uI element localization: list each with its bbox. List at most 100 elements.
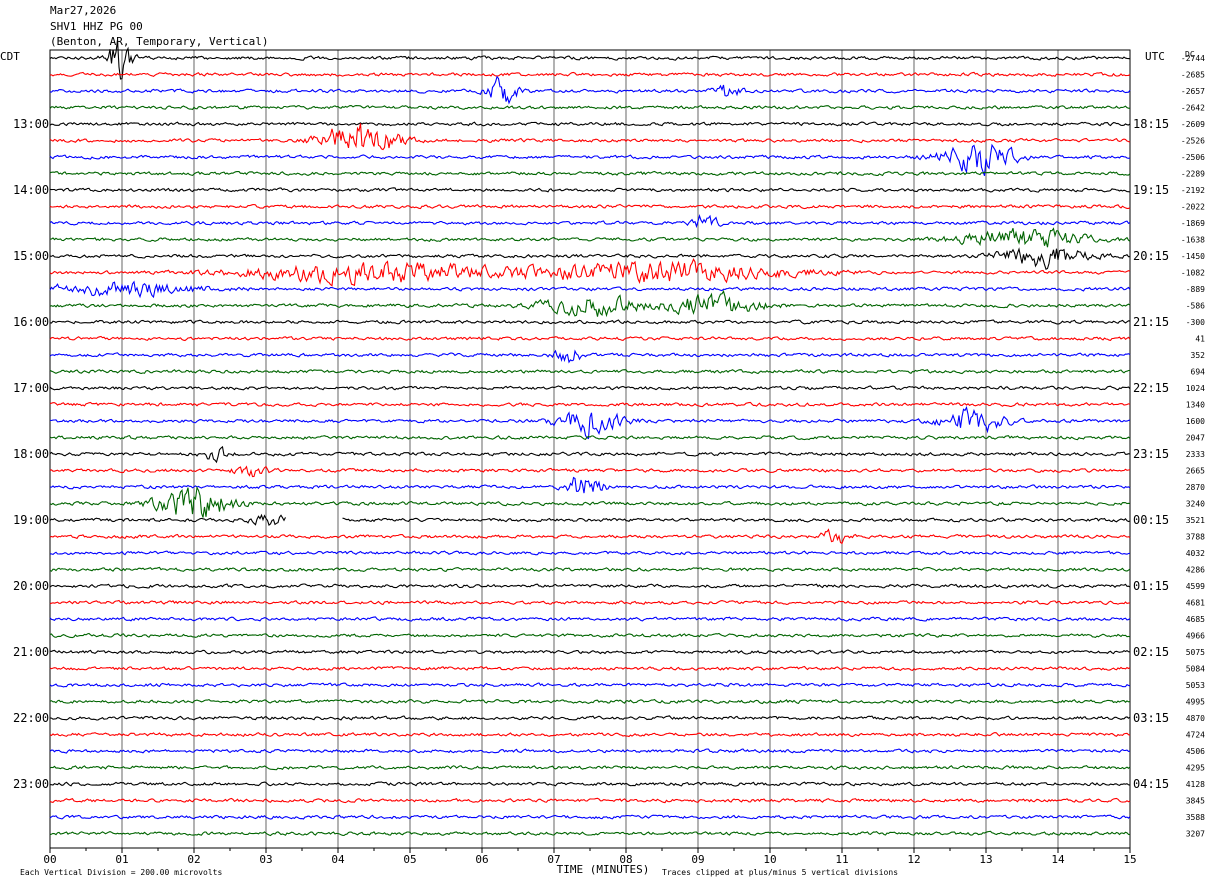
dc-offset-label: 3207 bbox=[1186, 830, 1205, 839]
dc-offset-label: -1082 bbox=[1181, 269, 1205, 278]
x-tick-label: 12 bbox=[907, 853, 920, 866]
utc-hour-label: 22:15 bbox=[1133, 381, 1169, 395]
dc-offset-label: -2526 bbox=[1181, 137, 1205, 146]
cdt-hour-label: 13:00 bbox=[13, 117, 49, 131]
x-tick-label: 06 bbox=[475, 853, 488, 866]
x-tick-label: 00 bbox=[43, 853, 56, 866]
trace-line-36 bbox=[49, 649, 1131, 655]
trace-line-41 bbox=[49, 732, 1131, 738]
dc-offset-label: -1869 bbox=[1181, 219, 1205, 228]
clip-note: Traces clipped at plus/minus 5 vertical … bbox=[662, 868, 898, 877]
dc-offset-label: 4506 bbox=[1186, 747, 1205, 756]
trace-line-44 bbox=[50, 781, 1131, 787]
trace-line-24 bbox=[49, 445, 1131, 464]
dc-offset-label: 4599 bbox=[1186, 582, 1205, 591]
trace-line-9 bbox=[49, 203, 1131, 210]
trace-line-17 bbox=[49, 335, 1131, 342]
utc-zone-label: UTC bbox=[1145, 50, 1165, 63]
trace-line-27 bbox=[49, 485, 1131, 518]
dc-offset-label: -1638 bbox=[1181, 236, 1205, 245]
dc-offset-label: 4681 bbox=[1186, 599, 1205, 608]
trace-line-0 bbox=[49, 39, 1131, 80]
utc-hour-label: 04:15 bbox=[1133, 777, 1169, 791]
cdt-hour-label: 15:00 bbox=[13, 249, 49, 263]
trace-line-37 bbox=[49, 665, 1131, 672]
dc-offset-label: 5075 bbox=[1186, 648, 1205, 657]
utc-hour-label: 01:15 bbox=[1133, 579, 1169, 593]
trace-line-26 bbox=[49, 476, 1131, 494]
dc-offset-label: -889 bbox=[1186, 285, 1205, 294]
dc-offset-label: -586 bbox=[1186, 302, 1205, 311]
utc-hour-label: 20:15 bbox=[1133, 249, 1169, 263]
trace-line-47 bbox=[49, 830, 1131, 837]
dc-offset-label: 4724 bbox=[1186, 731, 1205, 740]
trace-line-14 bbox=[49, 280, 1131, 299]
cdt-hour-label: 14:00 bbox=[13, 183, 49, 197]
dc-offset-label: -2609 bbox=[1181, 120, 1205, 129]
x-tick-label: 13 bbox=[979, 853, 992, 866]
x-tick-label: 04 bbox=[331, 853, 345, 866]
trace-line-11 bbox=[49, 227, 1131, 248]
trace-line-18 bbox=[49, 349, 1131, 364]
dc-offset-label: 1024 bbox=[1186, 384, 1205, 393]
cdt-hour-label: 17:00 bbox=[13, 381, 49, 395]
trace-line-5 bbox=[49, 123, 1131, 151]
cdt-hour-label: 23:00 bbox=[13, 777, 49, 791]
trace-line-32 bbox=[49, 583, 1131, 589]
dc-offset-label: 1340 bbox=[1186, 401, 1205, 410]
utc-hour-label: 23:15 bbox=[1133, 447, 1169, 461]
header-date: Mar27,2026 bbox=[50, 4, 117, 17]
dc-offset-label: 41 bbox=[1195, 335, 1205, 344]
trace-line-30 bbox=[49, 550, 1131, 556]
x-tick-label: 02 bbox=[187, 853, 200, 866]
trace-line-25 bbox=[49, 465, 1131, 478]
dc-offset-label: 4286 bbox=[1186, 566, 1205, 575]
trace-line-10 bbox=[49, 214, 1131, 229]
x-tick-label: 08 bbox=[619, 853, 632, 866]
dc-offset-label: -2657 bbox=[1181, 87, 1205, 96]
dc-offset-label: -2022 bbox=[1181, 203, 1205, 212]
utc-hour-label: 19:15 bbox=[1133, 183, 1169, 197]
x-tick-label: 09 bbox=[691, 853, 704, 866]
dc-offset-label: -2744 bbox=[1181, 54, 1205, 63]
x-tick-label: 15 bbox=[1123, 853, 1136, 866]
label-layer: 00 01 02 03 04 05 06 07 08 09 10 11 12 13 14 15 -2744 -26… bbox=[0, 50, 1205, 877]
cdt-hour-label: 18:00 bbox=[13, 447, 49, 461]
grid-layer bbox=[49, 49, 1131, 853]
dc-offset-label: -2289 bbox=[1181, 170, 1205, 179]
x-tick-label: 11 bbox=[835, 853, 848, 866]
dc-label: DC bbox=[1185, 50, 1195, 59]
dc-offset-label: 1600 bbox=[1186, 417, 1205, 426]
trace-line-34 bbox=[49, 616, 1131, 622]
cdt-hour-label: 20:00 bbox=[13, 579, 49, 593]
trace-line-6 bbox=[49, 143, 1131, 176]
x-tick-label: 07 bbox=[547, 853, 560, 866]
x-axis-title: TIME (MINUTES) bbox=[557, 863, 650, 876]
x-tick-label: 01 bbox=[115, 853, 128, 866]
dc-offset-label: 352 bbox=[1191, 351, 1206, 360]
trace-line-43 bbox=[49, 764, 1131, 771]
cdt-zone-label: CDT bbox=[0, 50, 20, 63]
trace-line-13 bbox=[49, 258, 1131, 287]
trace-line-20 bbox=[49, 385, 1131, 391]
x-tick-label: 05 bbox=[403, 853, 416, 866]
dc-offset-label: 2870 bbox=[1186, 483, 1205, 492]
dc-offset-label: 2333 bbox=[1186, 450, 1205, 459]
trace-line-29 bbox=[49, 528, 1131, 545]
trace-line-15 bbox=[49, 289, 1131, 318]
trace-line-19 bbox=[49, 369, 1131, 375]
dc-offset-label: 3240 bbox=[1186, 500, 1205, 509]
trace-line-7 bbox=[49, 170, 1131, 177]
dc-offset-label: -2642 bbox=[1181, 104, 1205, 113]
dc-offset-label: 4685 bbox=[1186, 615, 1205, 624]
trace-line-45 bbox=[49, 797, 1131, 804]
trace-line-8 bbox=[49, 187, 1131, 193]
header-station: SHV1 HHZ PG 00 bbox=[50, 20, 143, 33]
plot-frame bbox=[49, 49, 1131, 849]
dc-offset-label: 5053 bbox=[1186, 681, 1205, 690]
dc-offset-label: -2506 bbox=[1181, 153, 1205, 162]
dc-offset-label: 2665 bbox=[1186, 467, 1205, 476]
cdt-hour-label: 16:00 bbox=[13, 315, 49, 329]
cdt-hour-label: 21:00 bbox=[13, 645, 49, 659]
